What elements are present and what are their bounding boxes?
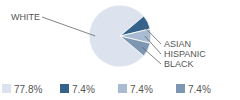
legend: 77.8% 7.4% 7.4% 7.4% [2, 84, 211, 95]
data-label: 77.8% [14, 84, 42, 95]
pie [89, 5, 151, 67]
slice [120, 36, 150, 56]
legend-swatch [2, 84, 11, 93]
category-label: BLACK [164, 59, 194, 69]
leader-line [142, 25, 161, 44]
leader-line [142, 47, 161, 64]
leader-line [42, 17, 95, 36]
chart: WHITE ASIANHISPANICBLACK 77.8% 7.4% 7.4% 7.4% [0, 0, 240, 100]
data-label: 7.4% [72, 84, 95, 95]
legend-swatch [176, 84, 185, 93]
legend-swatch [118, 84, 127, 93]
category-label: WHITE [11, 12, 40, 22]
legend-swatch [60, 84, 69, 93]
category-label: HISPANIC [164, 49, 206, 59]
category-label: ASIAN [164, 39, 191, 49]
data-label: 7.4% [130, 84, 153, 95]
data-label: 7.4% [188, 84, 211, 95]
